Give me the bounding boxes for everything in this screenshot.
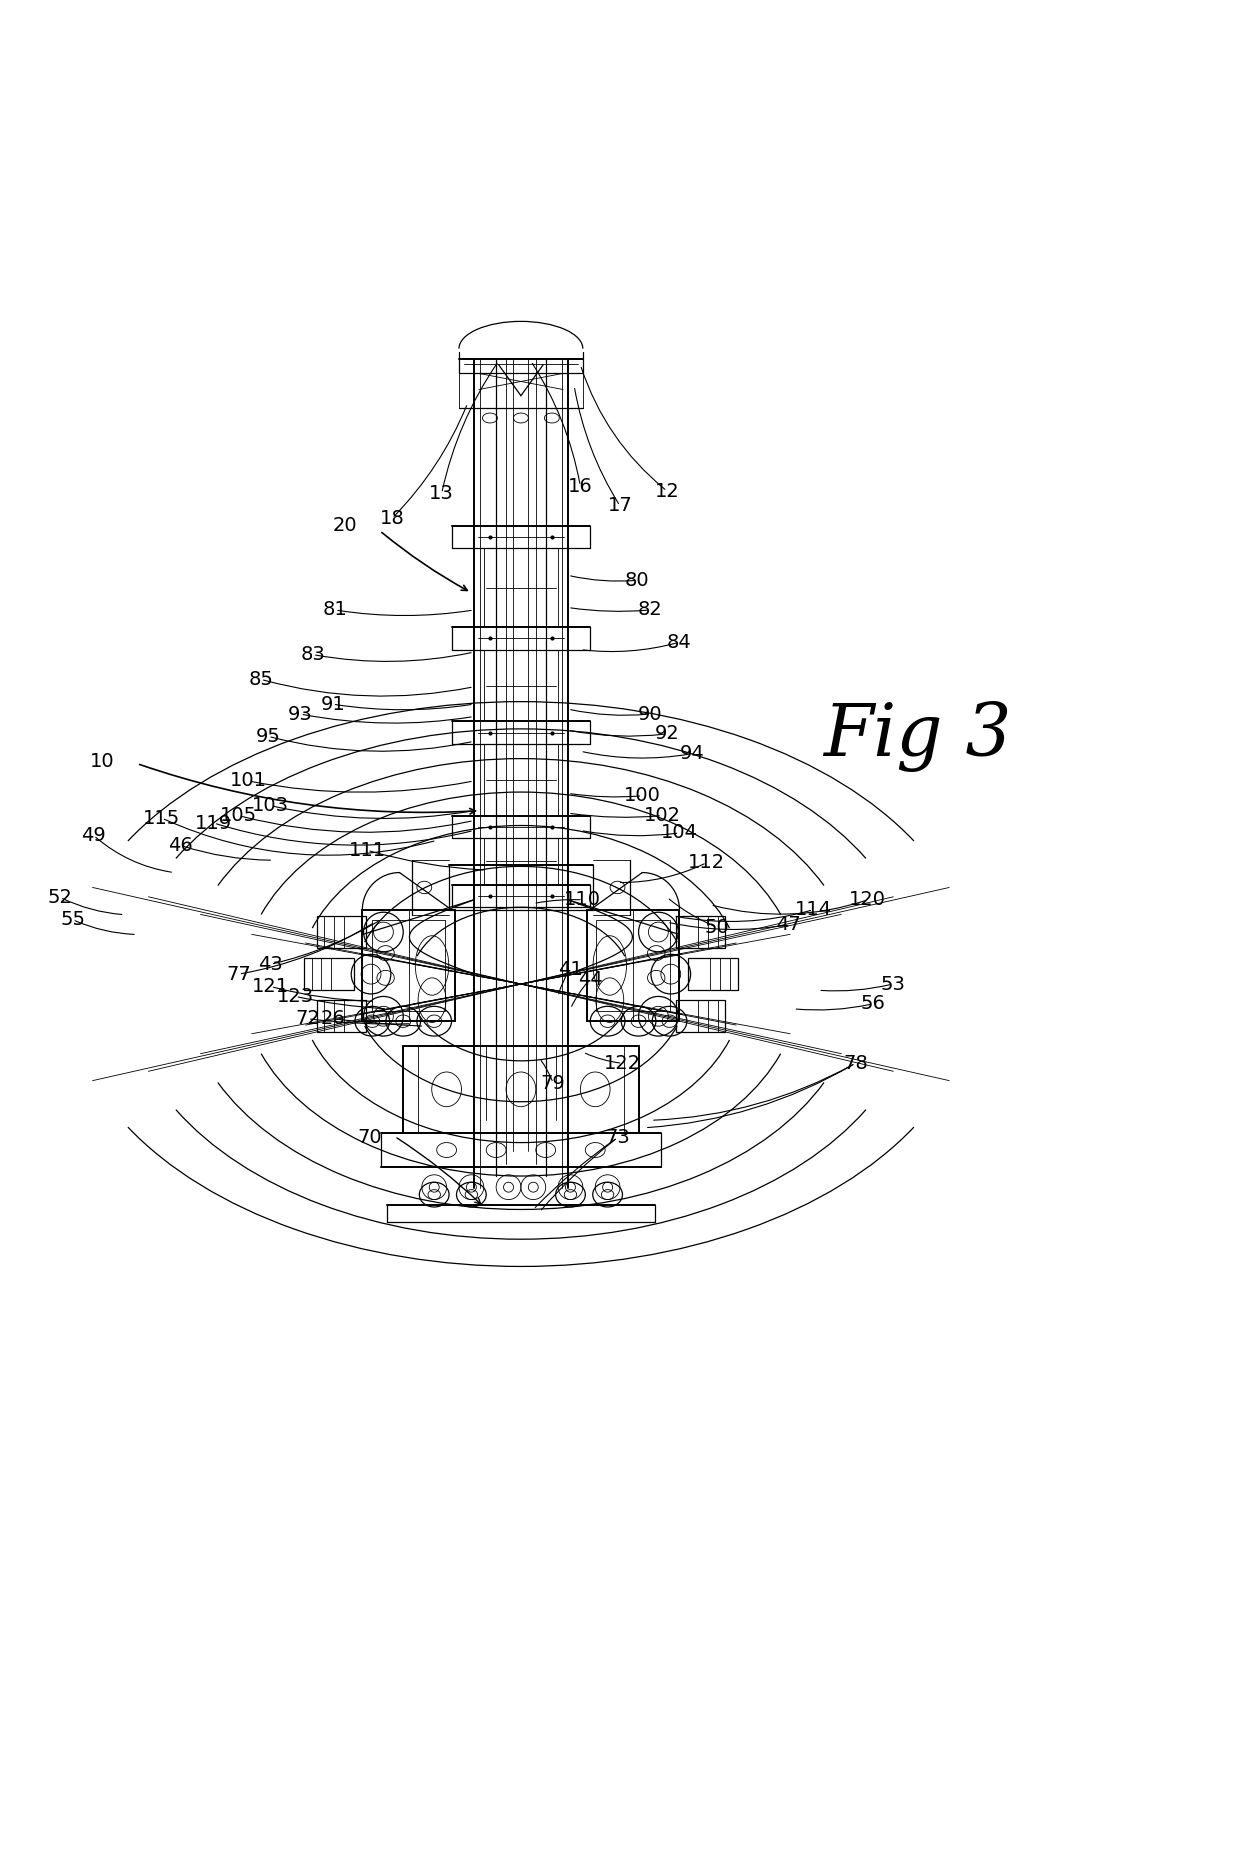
Text: 78: 78	[843, 1054, 868, 1073]
Bar	[596, 920, 670, 1011]
Text: 56: 56	[861, 994, 885, 1013]
Text: 17: 17	[608, 497, 632, 516]
Text: 73: 73	[605, 1129, 630, 1148]
Text: 121: 121	[252, 977, 289, 996]
Text: 101: 101	[229, 772, 267, 791]
Text: 122: 122	[604, 1054, 641, 1073]
Text: 12: 12	[655, 482, 680, 501]
Bar	[316, 1000, 366, 1032]
Text: 18: 18	[379, 508, 404, 527]
Bar	[688, 959, 738, 991]
Text: 79: 79	[541, 1073, 565, 1093]
Bar	[316, 916, 366, 948]
Text: 111: 111	[348, 841, 386, 860]
Text: 103: 103	[252, 796, 289, 815]
Bar	[362, 910, 455, 1020]
Text: 26: 26	[320, 1009, 345, 1028]
Bar	[372, 920, 445, 1011]
Text: 92: 92	[655, 725, 680, 744]
Bar	[304, 959, 353, 991]
Text: 114: 114	[795, 901, 832, 920]
Text: 110: 110	[564, 890, 601, 910]
Text: 93: 93	[288, 705, 312, 723]
Text: 44: 44	[578, 970, 603, 989]
Text: 83: 83	[300, 645, 325, 663]
Text: 41: 41	[558, 959, 583, 979]
Text: 70: 70	[357, 1129, 382, 1148]
Text: 16: 16	[568, 477, 593, 495]
Text: 84: 84	[667, 634, 692, 652]
Text: 81: 81	[322, 600, 347, 619]
Text: 82: 82	[637, 600, 662, 619]
Text: 55: 55	[60, 910, 86, 929]
Text: 77: 77	[226, 964, 250, 983]
Text: 112: 112	[688, 852, 725, 873]
Text: 10: 10	[91, 751, 114, 770]
Text: 43: 43	[258, 955, 283, 974]
Text: 80: 80	[625, 570, 650, 591]
Bar	[676, 916, 725, 948]
Text: Fig 3: Fig 3	[823, 701, 1012, 772]
Text: 104: 104	[661, 824, 698, 843]
Text: 85: 85	[248, 669, 273, 690]
Text: 52: 52	[47, 888, 73, 906]
Text: 115: 115	[143, 809, 180, 828]
Text: 50: 50	[704, 918, 729, 936]
Text: 100: 100	[624, 787, 661, 806]
Text: 95: 95	[255, 727, 280, 746]
Text: 47: 47	[776, 916, 801, 934]
Bar	[587, 910, 680, 1020]
Text: 123: 123	[277, 987, 314, 1006]
Text: 102: 102	[644, 806, 681, 824]
Text: 120: 120	[849, 890, 887, 910]
Text: 49: 49	[81, 826, 105, 845]
Text: 53: 53	[880, 974, 905, 994]
Text: 105: 105	[219, 806, 257, 824]
Text: 119: 119	[195, 813, 232, 832]
Text: 90: 90	[637, 705, 662, 723]
Text: 91: 91	[320, 695, 345, 714]
Text: 94: 94	[680, 744, 704, 763]
Text: 46: 46	[167, 835, 192, 854]
Text: 13: 13	[429, 484, 454, 503]
Text: 72: 72	[295, 1009, 320, 1028]
Bar	[676, 1000, 725, 1032]
Text: 20: 20	[332, 516, 357, 535]
